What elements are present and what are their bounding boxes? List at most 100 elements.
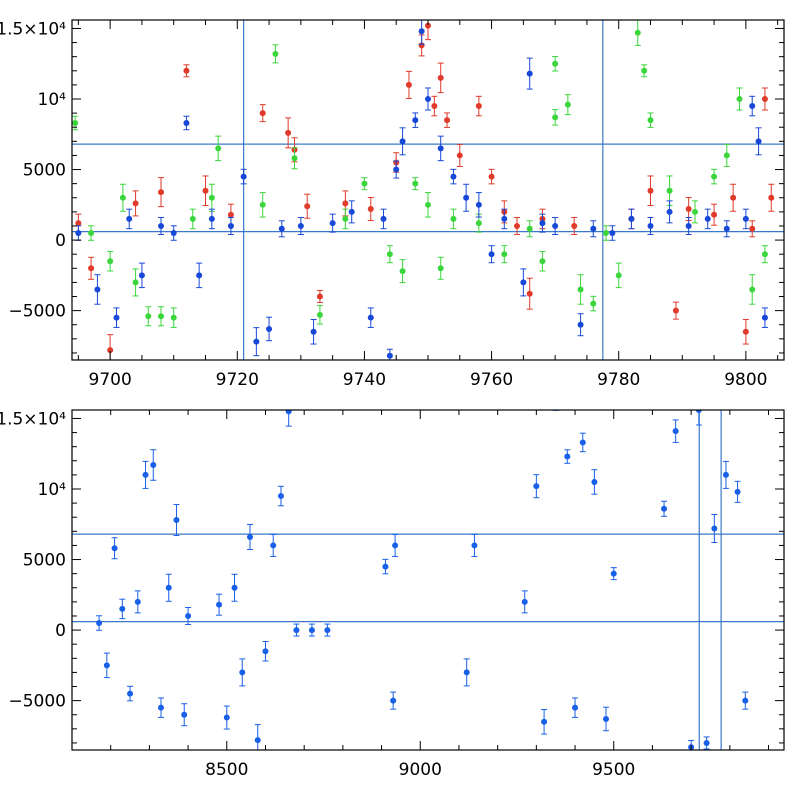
data-point	[501, 215, 508, 222]
chart-panel-2: 8500 9000 9500 −5000 0 5000 10⁴ 1.5×10⁴	[0, 401, 785, 780]
data-point	[471, 542, 478, 549]
data-point	[277, 493, 284, 500]
data-point	[615, 272, 622, 279]
series-1	[96, 401, 749, 750]
data-point	[711, 173, 718, 180]
data-point	[138, 272, 145, 279]
data-point	[94, 286, 101, 293]
data-point	[342, 215, 349, 222]
x-tick-label: 9700	[89, 370, 132, 390]
data-point	[722, 471, 729, 478]
data-point	[361, 180, 368, 187]
data-point	[227, 222, 234, 229]
data-point	[539, 220, 546, 227]
data-point	[742, 215, 749, 222]
data-point	[126, 215, 133, 222]
data-point	[107, 258, 114, 265]
data-point	[285, 129, 292, 136]
data-point	[119, 194, 126, 201]
data-point	[165, 584, 172, 591]
data-point	[711, 211, 718, 218]
data-point	[488, 251, 495, 258]
data-point	[437, 265, 444, 272]
data-point	[577, 321, 584, 328]
data-point	[526, 290, 533, 297]
data-point	[552, 222, 559, 229]
data-point	[158, 189, 164, 196]
data-point	[254, 737, 261, 744]
data-point	[647, 117, 654, 124]
data-point	[342, 200, 349, 207]
data-point	[270, 542, 277, 549]
data-point	[761, 96, 768, 103]
x-tick-label: 9720	[216, 370, 259, 390]
y-tick-label: 5000	[23, 161, 66, 181]
data-point	[223, 714, 230, 721]
data-point	[761, 251, 768, 258]
data-point	[393, 166, 400, 173]
data-point	[553, 401, 559, 407]
data-point	[158, 222, 164, 229]
data-point	[444, 117, 451, 124]
data-point	[749, 286, 756, 293]
data-point	[703, 739, 710, 746]
data-point	[259, 110, 266, 117]
data-point	[723, 152, 730, 159]
data-point	[647, 222, 654, 229]
y-tick-label: 10⁴	[38, 480, 67, 500]
data-point	[262, 648, 269, 655]
data-point	[463, 194, 470, 201]
data-point	[113, 314, 120, 321]
data-point	[183, 119, 190, 126]
data-point	[215, 145, 222, 152]
data-point	[348, 208, 355, 215]
data-point	[132, 200, 139, 207]
data-point	[324, 627, 331, 634]
data-point	[382, 563, 389, 570]
data-point	[475, 201, 482, 208]
plot-area	[72, 401, 784, 750]
data-point	[661, 505, 668, 512]
data-point	[768, 194, 775, 201]
data-point	[572, 704, 579, 711]
data-point	[488, 173, 495, 180]
data-point	[579, 439, 586, 446]
data-point	[208, 194, 215, 201]
data-point	[412, 117, 419, 124]
data-point	[450, 173, 457, 180]
data-point	[603, 715, 609, 722]
data-point	[610, 570, 617, 577]
data-point	[266, 325, 273, 332]
data-point	[196, 272, 203, 279]
data-point	[181, 711, 188, 718]
data-point	[72, 119, 79, 126]
data-point	[390, 697, 397, 704]
data-point	[88, 265, 95, 272]
data-point	[227, 211, 234, 218]
data-point	[672, 428, 679, 435]
data-point	[475, 103, 482, 110]
data-point	[564, 101, 571, 108]
data-point	[755, 138, 762, 145]
data-point	[96, 620, 103, 627]
data-point	[603, 230, 609, 237]
data-point	[520, 279, 527, 286]
series-1	[75, 20, 775, 360]
data-point	[253, 338, 260, 345]
x-tick-label: 9000	[399, 760, 442, 780]
data-point	[170, 230, 177, 237]
data-point	[641, 67, 648, 74]
data-point	[75, 230, 82, 237]
data-point	[405, 81, 412, 88]
data-point	[216, 601, 223, 608]
data-point	[475, 220, 482, 227]
data-point	[736, 96, 743, 103]
data-point	[695, 410, 702, 413]
data-point	[552, 114, 559, 121]
series-3	[75, 20, 768, 360]
data-point	[239, 669, 246, 676]
data-point	[609, 230, 616, 237]
data-point	[170, 314, 177, 321]
data-point	[386, 251, 393, 258]
